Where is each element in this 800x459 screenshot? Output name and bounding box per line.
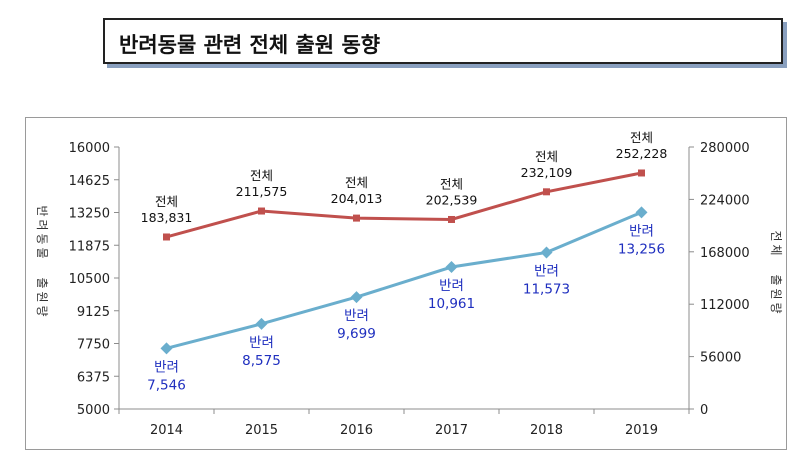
pet-value-label: 10,961: [428, 296, 475, 312]
right-tick-label: 168000: [700, 246, 750, 261]
total-point-marker: [353, 214, 360, 222]
left-axis-title: 려: [35, 219, 49, 230]
total-point-marker: [448, 215, 455, 223]
pet-value-label: 7,546: [147, 377, 186, 393]
total-value-label: 232,109: [521, 165, 573, 180]
right-tick-label: 0: [700, 403, 708, 418]
left-axis-title: 동: [35, 233, 49, 244]
series-line-total: [166, 171, 642, 239]
left-tick-label: 5000: [77, 403, 110, 418]
total-series-name-label: 전체: [440, 176, 463, 191]
left-tick-label: 11875: [69, 239, 110, 254]
right-axis-title: 전: [769, 230, 783, 241]
pet-series-name-label: 반려: [344, 308, 369, 324]
total-value-label: 202,539: [426, 192, 478, 207]
right-tick-label: 56000: [700, 351, 741, 366]
total-series-name-label: 전체: [345, 175, 368, 190]
right-axis-title: 출: [769, 274, 783, 285]
pet-series-name-label: 반려: [439, 278, 464, 294]
total-series-name-label: 전체: [155, 194, 178, 209]
left-axis-title: 원: [35, 291, 49, 302]
total-value-label: 204,013: [331, 191, 383, 206]
pet-value-label: 8,575: [242, 353, 281, 369]
total-series-name-label: 전체: [630, 130, 653, 145]
total-series-name-label: 전체: [250, 168, 273, 183]
total-point-marker: [258, 207, 265, 215]
pet-point-marker: [160, 342, 173, 355]
left-axis-title: 량: [35, 305, 49, 316]
right-tick-label: 224000: [700, 193, 750, 208]
pet-value-label: 9,699: [337, 326, 376, 342]
right-axis-title: 량: [769, 302, 783, 313]
x-tick-label: 2016: [340, 423, 373, 438]
pet-point-marker: [635, 206, 648, 219]
left-tick-label: 7750: [77, 338, 110, 353]
left-axis-title: 반: [35, 205, 49, 216]
total-series-name-label: 전체: [535, 149, 558, 164]
pet-point-marker: [255, 317, 268, 330]
right-axis-title: 체: [769, 244, 783, 255]
right-tick-label: 280000: [700, 141, 750, 156]
pet-value-label: 11,573: [523, 281, 570, 297]
pet-point-marker: [540, 246, 553, 259]
left-tick-label: 9125: [77, 305, 110, 320]
right-axis-title: 원: [769, 288, 783, 299]
left-axis-title: 출: [35, 277, 49, 288]
pet-series-name-label: 반려: [154, 359, 179, 375]
pet-point-marker: [350, 291, 363, 304]
title-box: 반려동물 관련 전체 출원 동향: [103, 18, 783, 64]
x-tick-label: 2014: [150, 423, 183, 438]
pet-series-name-label: 반려: [534, 263, 559, 279]
left-tick-label: 16000: [69, 141, 110, 156]
total-point-marker: [638, 169, 645, 177]
total-point-marker: [543, 188, 550, 196]
chart-frame: [25, 117, 787, 450]
pet-value-label: 13,256: [618, 241, 665, 257]
left-tick-label: 10500: [69, 272, 110, 287]
total-value-label: 211,575: [236, 184, 288, 199]
x-tick-label: 2015: [245, 423, 278, 438]
x-tick-label: 2017: [435, 423, 468, 438]
left-tick-label: 14625: [69, 174, 110, 189]
x-tick-label: 2018: [530, 423, 563, 438]
total-point-marker: [163, 233, 170, 241]
pet-series-name-label: 반려: [629, 223, 654, 239]
pet-series-name-label: 반려: [249, 335, 274, 351]
right-tick-label: 112000: [700, 298, 750, 313]
total-value-label: 183,831: [141, 210, 193, 225]
series-line-pet: [166, 210, 643, 350]
total-value-label: 252,228: [616, 146, 668, 161]
left-tick-label: 13250: [69, 207, 110, 222]
chart-title: 반려동물 관련 전체 출원 동향: [119, 33, 381, 57]
x-tick-label: 2019: [625, 423, 658, 438]
left-tick-label: 6375: [77, 370, 110, 385]
left-axis-title: 물: [35, 247, 49, 258]
pet-point-marker: [445, 261, 458, 274]
